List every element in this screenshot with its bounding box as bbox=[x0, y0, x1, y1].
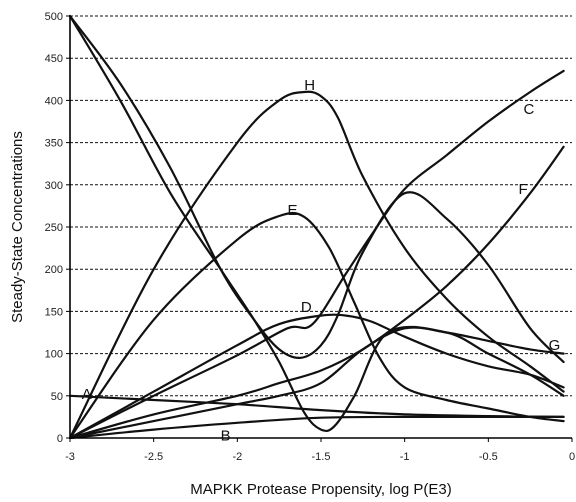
x-tick-label: -1 bbox=[400, 451, 410, 463]
y-tick-label: 200 bbox=[45, 264, 63, 276]
series-c-label: C bbox=[523, 101, 534, 118]
y-tick-labels: 0 50 100 150 200 250 300 350 400 450 500 bbox=[45, 11, 70, 445]
y-tick-label: 0 bbox=[57, 433, 63, 445]
x-tick-label: -3 bbox=[65, 451, 75, 463]
y-tick-label: 150 bbox=[45, 306, 63, 318]
series-a-label: A bbox=[82, 386, 92, 403]
series-f-label: F bbox=[518, 181, 527, 198]
series-d-label: D bbox=[301, 299, 312, 316]
series-f-line bbox=[68, 145, 565, 440]
series-g-line bbox=[68, 326, 565, 440]
y-axis-title: Steady-State Concentrations bbox=[9, 131, 26, 323]
series-unlabeled-line-9 bbox=[68, 14, 565, 433]
y-tick-label: 250 bbox=[45, 222, 63, 234]
y-tick-label: 350 bbox=[45, 138, 63, 150]
x-tick-label: -0.5 bbox=[479, 451, 498, 463]
y-tick-label: 300 bbox=[45, 180, 63, 192]
y-tick-label: 400 bbox=[45, 95, 63, 107]
gridlines bbox=[70, 15, 572, 397]
series-lines bbox=[68, 14, 565, 440]
x-tick-label: -1.5 bbox=[312, 451, 331, 463]
series-e-label: E bbox=[288, 202, 298, 219]
y-tick-label: 50 bbox=[51, 391, 63, 403]
x-tick-label: -2 bbox=[232, 451, 242, 463]
series-c-line bbox=[68, 69, 565, 440]
series-b-label: B bbox=[221, 427, 231, 444]
x-tick-labels: -3 -2.5 -2 -1.5 -1 -0.5 0 bbox=[65, 438, 575, 463]
x-axis-title: MAPKK Protease Propensity, log P(E3) bbox=[190, 481, 452, 498]
x-tick-label: 0 bbox=[569, 451, 575, 463]
y-tick-label: 100 bbox=[45, 349, 63, 361]
series-a-line bbox=[68, 394, 565, 418]
series-g-label: G bbox=[549, 337, 561, 354]
series-b-line bbox=[68, 415, 565, 440]
series-unlabeled-line-8 bbox=[68, 14, 565, 364]
series-e-line bbox=[68, 211, 565, 440]
series-d-line bbox=[68, 313, 565, 440]
y-tick-label: 450 bbox=[45, 53, 63, 65]
x-tick-label: -2.5 bbox=[144, 451, 163, 463]
y-tick-label: 500 bbox=[45, 11, 63, 23]
series-labels: A B C D E F G H bbox=[82, 77, 561, 444]
series-h-label: H bbox=[304, 77, 315, 94]
